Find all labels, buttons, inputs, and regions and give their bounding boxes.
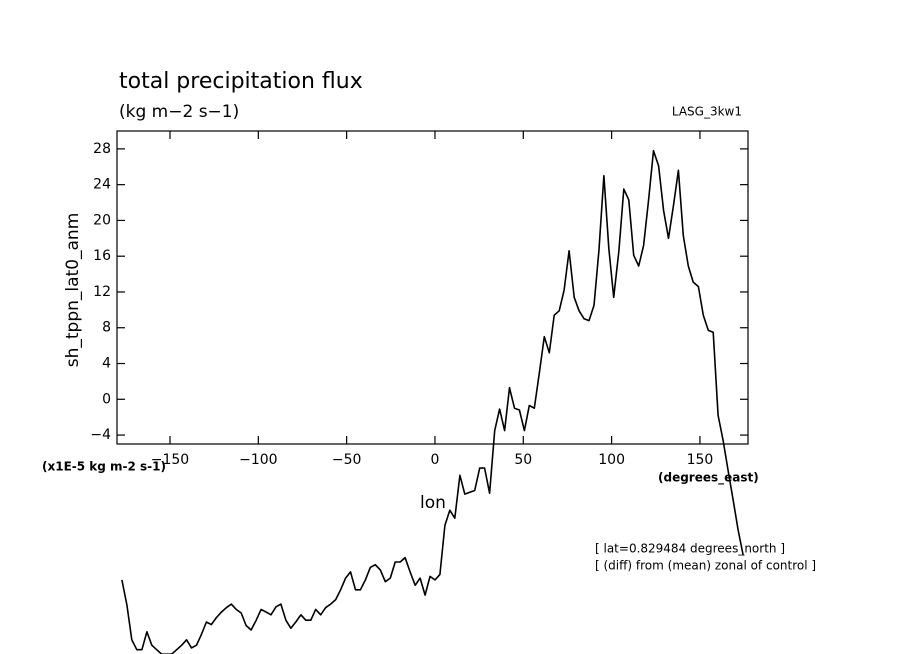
y-units: (x1E-5 kg m-2 s-1) (42, 460, 166, 474)
annotation: [ lat=0.829484 degrees_north ] (595, 542, 785, 556)
y-tick-label: 28 (93, 141, 111, 157)
x-axis-label: lon (420, 493, 446, 513)
x-tick-label: 50 (514, 452, 532, 468)
x-tick-label: −100 (239, 452, 277, 468)
x-tick-label: 100 (598, 452, 625, 468)
y-tick-label: 16 (93, 248, 111, 264)
y-tick-label: 4 (102, 356, 111, 372)
y-tick-label: 24 (93, 177, 111, 193)
x-units: (degrees_east) (658, 471, 759, 486)
y-tick-label: 20 (93, 212, 111, 228)
chart-subtitle: (kg m−2 s−1) (119, 102, 239, 122)
y-tick-label: 0 (102, 391, 111, 407)
y-tick-label: −4 (90, 427, 111, 443)
chart-title: total precipitation flux (119, 69, 363, 94)
annotation: [ (diff) from (mean) zonal of control ] (595, 559, 816, 573)
y-tick-label: 8 (102, 320, 111, 336)
x-tick-label: −50 (332, 452, 362, 468)
x-tick-label: 150 (687, 452, 714, 468)
data-line (121, 149, 744, 654)
y-axis-label: sh_tppn_lat0_anm (63, 213, 83, 368)
y-tick-label: 12 (93, 284, 111, 300)
plot-frame (116, 130, 749, 445)
source-label: LASG_3kw1 (672, 105, 742, 119)
x-tick-label: −150 (151, 452, 189, 468)
x-tick-label: 0 (431, 452, 440, 468)
